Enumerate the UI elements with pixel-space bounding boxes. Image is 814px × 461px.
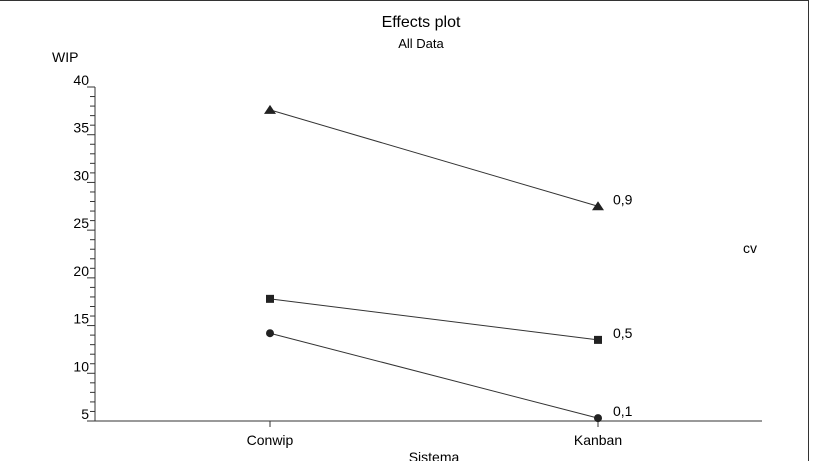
series-line: [269, 298, 599, 341]
x-axis-label: Sistema: [409, 449, 460, 461]
y-tick-label: 10: [73, 358, 89, 374]
series-group: 0,9 0,5 0,1: [264, 104, 633, 423]
series-line: [269, 332, 599, 419]
x-tick-label-conwip: Conwip: [247, 432, 294, 448]
y-ticks: 40 35 30 25 20 15 10 5: [73, 72, 95, 422]
series-label: 0,9: [613, 191, 633, 207]
y-tick-label: 20: [73, 263, 89, 279]
triangle-marker: [264, 104, 276, 114]
circle-marker: [594, 414, 602, 423]
legend-title: cv: [743, 240, 757, 256]
x-tick-label-kanban: Kanban: [574, 432, 622, 448]
y-tick-label: 40: [73, 72, 89, 88]
y-tick-label: 35: [73, 120, 89, 136]
triangle-marker: [592, 201, 604, 211]
chart-title: Effects plot: [382, 14, 461, 31]
y-tick-label: 5: [81, 406, 89, 422]
series-label: 0,5: [613, 325, 633, 341]
circle-marker: [266, 329, 274, 338]
y-axis-label: WIP: [52, 49, 78, 65]
square-marker: [594, 335, 602, 344]
x-ticks: Conwip Kanban: [247, 421, 622, 448]
series-line: [269, 109, 599, 207]
y-tick-label: 25: [73, 215, 89, 231]
y-tick-label: 30: [73, 167, 89, 183]
chart-subtitle: All Data: [398, 36, 444, 51]
square-marker: [266, 294, 274, 303]
y-tick-label: 15: [73, 311, 89, 327]
series-label: 0,1: [613, 403, 633, 419]
